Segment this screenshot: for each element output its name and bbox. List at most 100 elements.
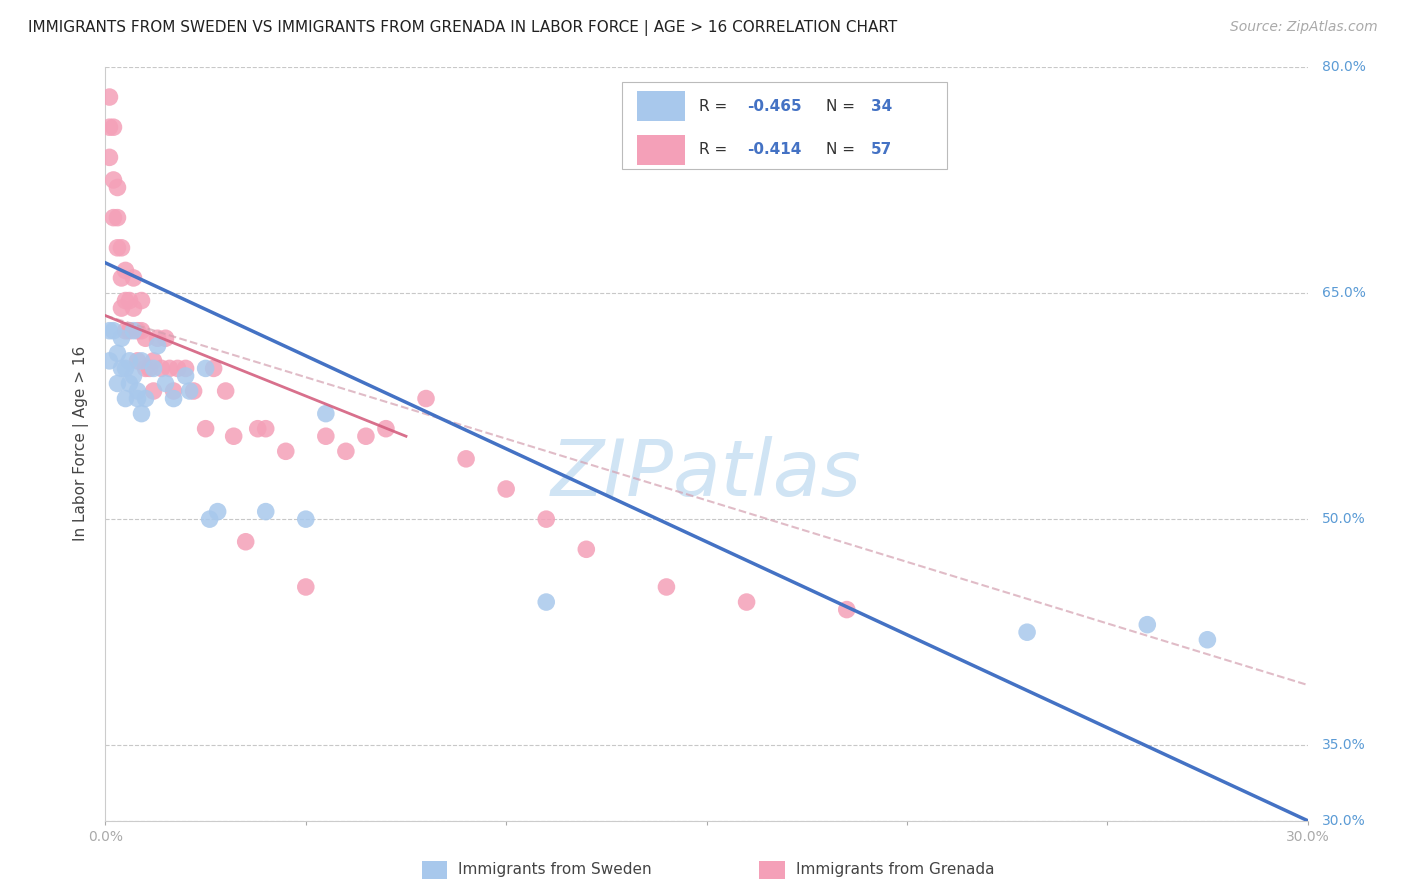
Point xyxy=(98,150,121,164)
Point xyxy=(127,384,149,398)
Point xyxy=(122,301,145,315)
Point xyxy=(335,444,357,458)
Text: 35.0%: 35.0% xyxy=(1322,739,1365,752)
Point xyxy=(98,120,121,135)
Point xyxy=(122,368,145,383)
Point xyxy=(274,444,297,458)
Point xyxy=(295,512,318,526)
Point xyxy=(131,407,153,421)
Point xyxy=(114,392,136,406)
Point xyxy=(107,376,129,391)
Point xyxy=(103,324,125,338)
Point xyxy=(155,376,177,391)
Point xyxy=(110,301,132,315)
Point xyxy=(254,422,277,436)
Point xyxy=(222,429,245,443)
Point xyxy=(135,331,157,345)
Point xyxy=(246,422,269,436)
Point xyxy=(534,512,557,526)
Point xyxy=(150,361,173,376)
Point xyxy=(198,512,221,526)
Point xyxy=(295,580,318,594)
Point xyxy=(374,422,398,436)
Point xyxy=(155,331,177,345)
Point xyxy=(214,384,236,398)
Point xyxy=(534,595,557,609)
Point xyxy=(118,293,141,308)
Point xyxy=(98,324,121,338)
Point xyxy=(207,505,229,519)
Point xyxy=(1017,625,1039,640)
Point xyxy=(174,361,197,376)
Point xyxy=(127,324,149,338)
Point xyxy=(146,339,169,353)
Point xyxy=(131,354,153,368)
Point xyxy=(142,384,165,398)
Point xyxy=(110,271,132,285)
Point xyxy=(122,324,145,338)
Text: IMMIGRANTS FROM SWEDEN VS IMMIGRANTS FROM GRENADA IN LABOR FORCE | AGE > 16 CORR: IMMIGRANTS FROM SWEDEN VS IMMIGRANTS FRO… xyxy=(28,20,897,36)
Point xyxy=(354,429,377,443)
Point xyxy=(835,602,858,616)
Point xyxy=(254,505,277,519)
Point xyxy=(138,361,160,376)
Text: -0.465: -0.465 xyxy=(748,99,801,113)
Point xyxy=(159,361,181,376)
Point xyxy=(118,324,141,338)
Text: 50.0%: 50.0% xyxy=(1322,512,1365,526)
Bar xyxy=(623,82,948,169)
Point xyxy=(110,241,132,255)
Point xyxy=(107,180,129,194)
Point xyxy=(146,331,169,345)
Text: N =: N = xyxy=(825,99,859,113)
Point xyxy=(194,361,217,376)
Point xyxy=(110,361,132,376)
Bar xyxy=(637,91,685,121)
Text: Immigrants from Grenada: Immigrants from Grenada xyxy=(796,863,994,877)
Point xyxy=(194,422,217,436)
Point xyxy=(114,263,136,277)
Point xyxy=(235,534,257,549)
Text: 80.0%: 80.0% xyxy=(1322,60,1365,74)
Point xyxy=(135,392,157,406)
Text: Immigrants from Sweden: Immigrants from Sweden xyxy=(458,863,652,877)
Point xyxy=(110,331,132,345)
Point xyxy=(107,241,129,255)
Point xyxy=(655,580,678,594)
Point xyxy=(131,324,153,338)
Point xyxy=(127,354,149,368)
Text: 34: 34 xyxy=(872,99,893,113)
Point xyxy=(315,429,337,443)
Point xyxy=(114,324,136,338)
Point xyxy=(166,361,188,376)
Point xyxy=(315,407,337,421)
Text: 30.0%: 30.0% xyxy=(1322,814,1365,828)
Text: 65.0%: 65.0% xyxy=(1322,286,1365,300)
Point xyxy=(162,392,184,406)
Point xyxy=(103,211,125,225)
Point xyxy=(202,361,225,376)
Point xyxy=(495,482,517,496)
Point xyxy=(103,120,125,135)
Point xyxy=(174,368,197,383)
Text: 57: 57 xyxy=(872,143,893,157)
Bar xyxy=(637,135,685,165)
Point xyxy=(122,271,145,285)
Point xyxy=(454,451,477,466)
Point xyxy=(127,392,149,406)
Point xyxy=(735,595,758,609)
Point xyxy=(98,354,121,368)
Point xyxy=(142,361,165,376)
Y-axis label: In Labor Force | Age > 16: In Labor Force | Age > 16 xyxy=(73,346,90,541)
Text: ZIPatlas: ZIPatlas xyxy=(551,436,862,512)
Point xyxy=(162,384,184,398)
Point xyxy=(575,542,598,557)
Text: -0.414: -0.414 xyxy=(748,143,801,157)
Point xyxy=(183,384,205,398)
Text: R =: R = xyxy=(699,99,733,113)
Text: N =: N = xyxy=(825,143,859,157)
Point xyxy=(1136,617,1159,632)
Point xyxy=(107,211,129,225)
Point xyxy=(415,392,437,406)
Point xyxy=(179,384,201,398)
